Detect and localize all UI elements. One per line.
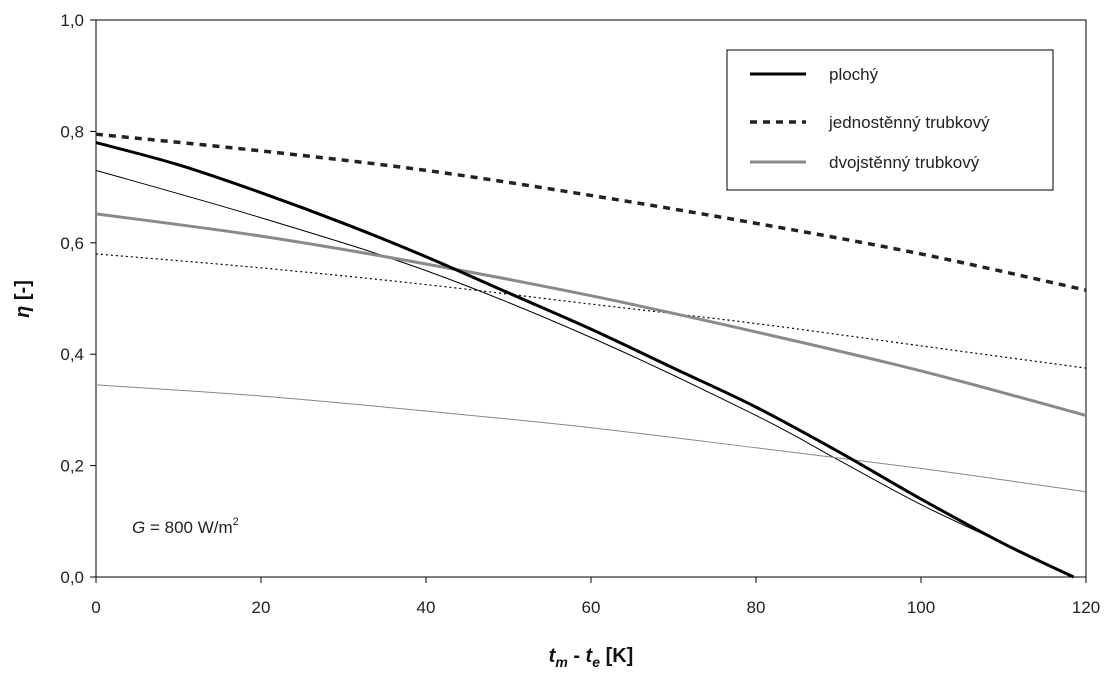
x-title-tm: t xyxy=(549,645,557,667)
y-tick-label: 0,4 xyxy=(60,345,84,364)
x-tick-label: 120 xyxy=(1072,598,1100,617)
y-tick-label: 0,8 xyxy=(60,122,84,141)
irradiance-annotation: G = 800 W/m2 xyxy=(132,516,239,537)
x-tick-label: 60 xyxy=(582,598,601,617)
series-layer xyxy=(95,132,1087,579)
y-title-unit: [-] xyxy=(12,280,34,306)
x-tick-label: 100 xyxy=(907,598,935,617)
x-tick-label: 40 xyxy=(417,598,436,617)
series-plochy-thin xyxy=(95,169,1074,578)
annotation-superscript: 2 xyxy=(233,516,239,528)
y-tick-label: 0,6 xyxy=(60,234,84,253)
x-tick-label: 20 xyxy=(252,598,271,617)
y-tick-label: 1,0 xyxy=(60,11,84,30)
x-title-minus: - xyxy=(568,645,586,667)
legend-label-jednostenny: jednostěnný trubkový xyxy=(828,113,990,132)
x-axis-title: tm - te [K] xyxy=(549,645,634,670)
x-title-te: t xyxy=(586,645,594,667)
series-dvojstenny xyxy=(95,212,1087,417)
x-tick-label: 0 xyxy=(91,598,100,617)
legend-label-dvojstenny: dvojstěnný trubkový xyxy=(829,153,980,172)
x-title-tm-sub: m xyxy=(555,654,567,670)
legend-label-plochy: plochý xyxy=(829,65,879,84)
series-plochy xyxy=(95,141,1075,579)
y-axis-title: η [-] xyxy=(12,280,34,318)
x-tick-label: 80 xyxy=(747,598,766,617)
series-jednostenny xyxy=(95,132,1087,292)
annotation-symbol: G xyxy=(132,518,145,537)
axis-ticks: 0,0 0,2 0,4 0,6 0,8 1,0 0 20 40 60 80 100 120 xyxy=(60,11,1100,617)
x-title-unit: [K] xyxy=(600,645,633,667)
x-title-te-sub: e xyxy=(592,654,600,670)
y-title-eta: η xyxy=(12,306,34,318)
series-jednostenny-thin xyxy=(95,253,1087,369)
y-tick-label: 0,2 xyxy=(60,457,84,476)
series-dvojstenny-thin xyxy=(95,384,1087,493)
annotation-text: = 800 W/m xyxy=(145,518,232,537)
legend: plochý jednostěnný trubkový dvojstěnný t… xyxy=(726,49,1054,191)
y-tick-label: 0,0 xyxy=(60,568,84,587)
